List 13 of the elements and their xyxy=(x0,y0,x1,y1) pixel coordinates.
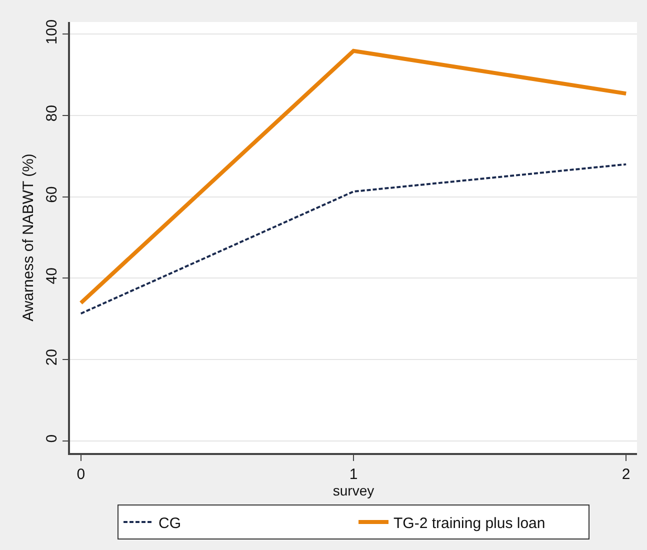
y-tick-label: 20 xyxy=(43,348,60,366)
x-axis-title: survey xyxy=(332,482,374,499)
y-tick-label: 0 xyxy=(43,434,60,443)
x-tick-label: 2 xyxy=(622,466,630,483)
legend-label: CG xyxy=(158,514,181,532)
y-tick-label: 80 xyxy=(43,104,60,122)
y-tick-label: 100 xyxy=(43,19,60,44)
x-tick-label: 1 xyxy=(349,466,358,483)
y-tick-label: 60 xyxy=(43,186,60,203)
y-tick-label: 40 xyxy=(43,268,60,284)
legend-label: TG-2 training plus loan xyxy=(394,514,546,532)
y-axis-title: Awarness of NABWT (%) xyxy=(20,154,37,322)
x-tick-label: 0 xyxy=(76,466,86,483)
